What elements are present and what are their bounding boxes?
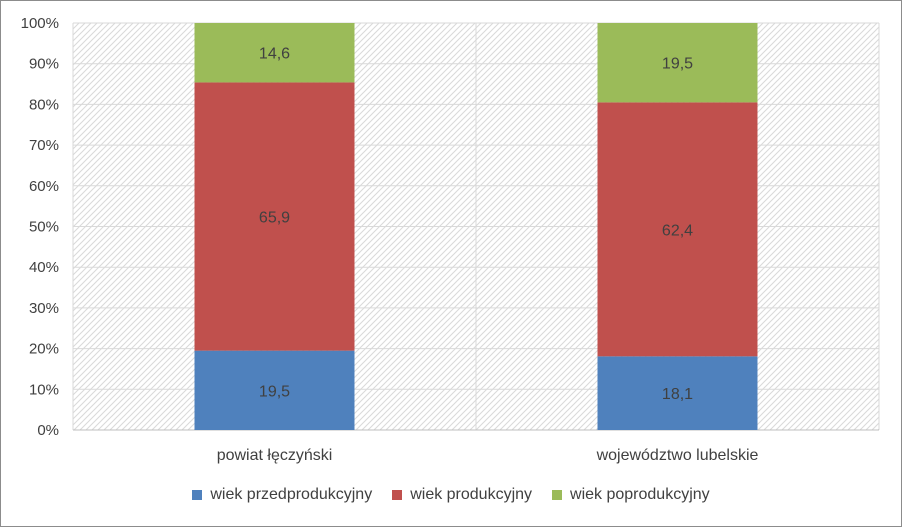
legend: wiek przedprodukcyjny wiek produkcyjny w… bbox=[0, 483, 902, 507]
legend-swatch bbox=[552, 490, 563, 500]
y-tick-label: 70% bbox=[29, 137, 59, 154]
bar-segment bbox=[597, 23, 758, 103]
legend-swatch bbox=[192, 490, 203, 500]
y-axis-ticks: 0% 10% 20% 30% 40% 50% 60% 70% 80% 90% 100% bbox=[21, 15, 59, 439]
legend-label: wiek poprodukcyjny bbox=[570, 486, 710, 503]
legend-label: wiek przedprodukcyjny bbox=[210, 486, 373, 503]
legend-item: wiek produkcyjny bbox=[392, 486, 532, 504]
y-tick-label: 10% bbox=[29, 381, 59, 398]
bar-segment bbox=[194, 350, 355, 430]
y-tick-label: 30% bbox=[29, 300, 59, 317]
bar-segment bbox=[194, 23, 355, 83]
data-label: 14,6 bbox=[259, 46, 290, 63]
x-tick-label: powiat łęczyński bbox=[217, 447, 333, 464]
legend-item: wiek przedprodukcyjny bbox=[192, 486, 372, 504]
y-tick-label: 80% bbox=[29, 96, 59, 113]
y-tick-label: 100% bbox=[21, 15, 59, 32]
data-label: 19,5 bbox=[259, 383, 290, 400]
legend-label: wiek produkcyjny bbox=[410, 486, 533, 503]
x-axis-ticks: powiat łęczyński województwo lubelskie bbox=[217, 447, 759, 464]
data-labels: 19,5 65,9 14,6 18,1 62,4 19,5 bbox=[259, 46, 693, 403]
data-label: 19,5 bbox=[662, 56, 693, 73]
legend-item: wiek poprodukcyjny bbox=[552, 486, 710, 504]
bar-segment bbox=[597, 102, 758, 357]
legend-swatch bbox=[392, 490, 403, 500]
y-tick-label: 50% bbox=[29, 219, 59, 236]
data-label: 18,1 bbox=[662, 386, 693, 403]
data-label: 62,4 bbox=[662, 222, 693, 239]
y-tick-label: 40% bbox=[29, 259, 59, 276]
bar-segment bbox=[597, 356, 758, 430]
bar-segment bbox=[194, 82, 355, 351]
bars bbox=[194, 23, 758, 430]
y-tick-label: 60% bbox=[29, 178, 59, 195]
data-label: 65,9 bbox=[259, 210, 290, 227]
y-tick-label: 0% bbox=[37, 422, 59, 439]
x-tick-label: województwo lubelskie bbox=[596, 447, 759, 464]
y-tick-label: 20% bbox=[29, 341, 59, 358]
y-tick-label: 90% bbox=[29, 56, 59, 73]
